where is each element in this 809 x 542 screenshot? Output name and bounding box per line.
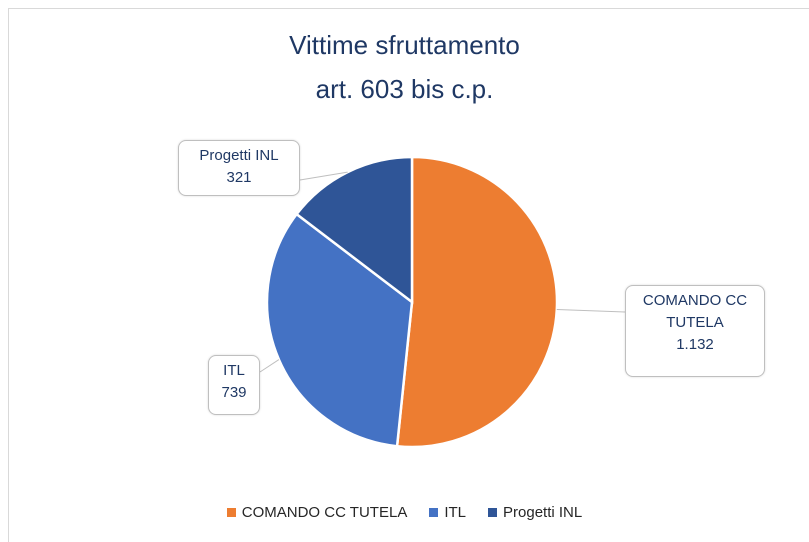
leader-line — [259, 359, 280, 373]
chart-frame — [8, 8, 809, 542]
data-label-category: ITL — [223, 362, 245, 379]
legend-label: ITL — [444, 504, 467, 521]
data-label-category: Progetti INL — [199, 147, 279, 164]
pie-slice — [395, 155, 559, 449]
legend-item: COMANDO CC TUTELA — [226, 504, 408, 521]
pie-slice — [265, 212, 414, 448]
legend: COMANDO CC TUTELA ITL Progetti INL — [0, 504, 809, 521]
legend-item: Progetti INL — [488, 504, 582, 521]
data-label-value: 739 — [221, 384, 247, 401]
leader-line — [556, 308, 626, 313]
data-label: ITL 739 — [208, 355, 260, 415]
data-label-value: 321 — [226, 169, 252, 186]
legend-swatch — [488, 508, 498, 517]
legend-swatch — [226, 508, 236, 517]
data-label: Progetti INL 321 — [178, 140, 300, 196]
legend-swatch — [429, 508, 439, 517]
chart-title: Vittime sfruttamento — [289, 30, 520, 60]
legend-item: ITL — [429, 504, 466, 521]
leader-line — [299, 171, 348, 181]
chart-title: art. 603 bis c.p. — [315, 74, 494, 104]
legend-label: COMANDO CC TUTELA — [241, 504, 408, 521]
legend-label: Progetti INL — [503, 504, 583, 521]
data-label-value: 1.132 — [676, 336, 714, 353]
data-label-category: COMANDO CC TUTELA — [642, 292, 748, 331]
data-label: COMANDO CC TUTELA 1.132 — [625, 285, 765, 377]
